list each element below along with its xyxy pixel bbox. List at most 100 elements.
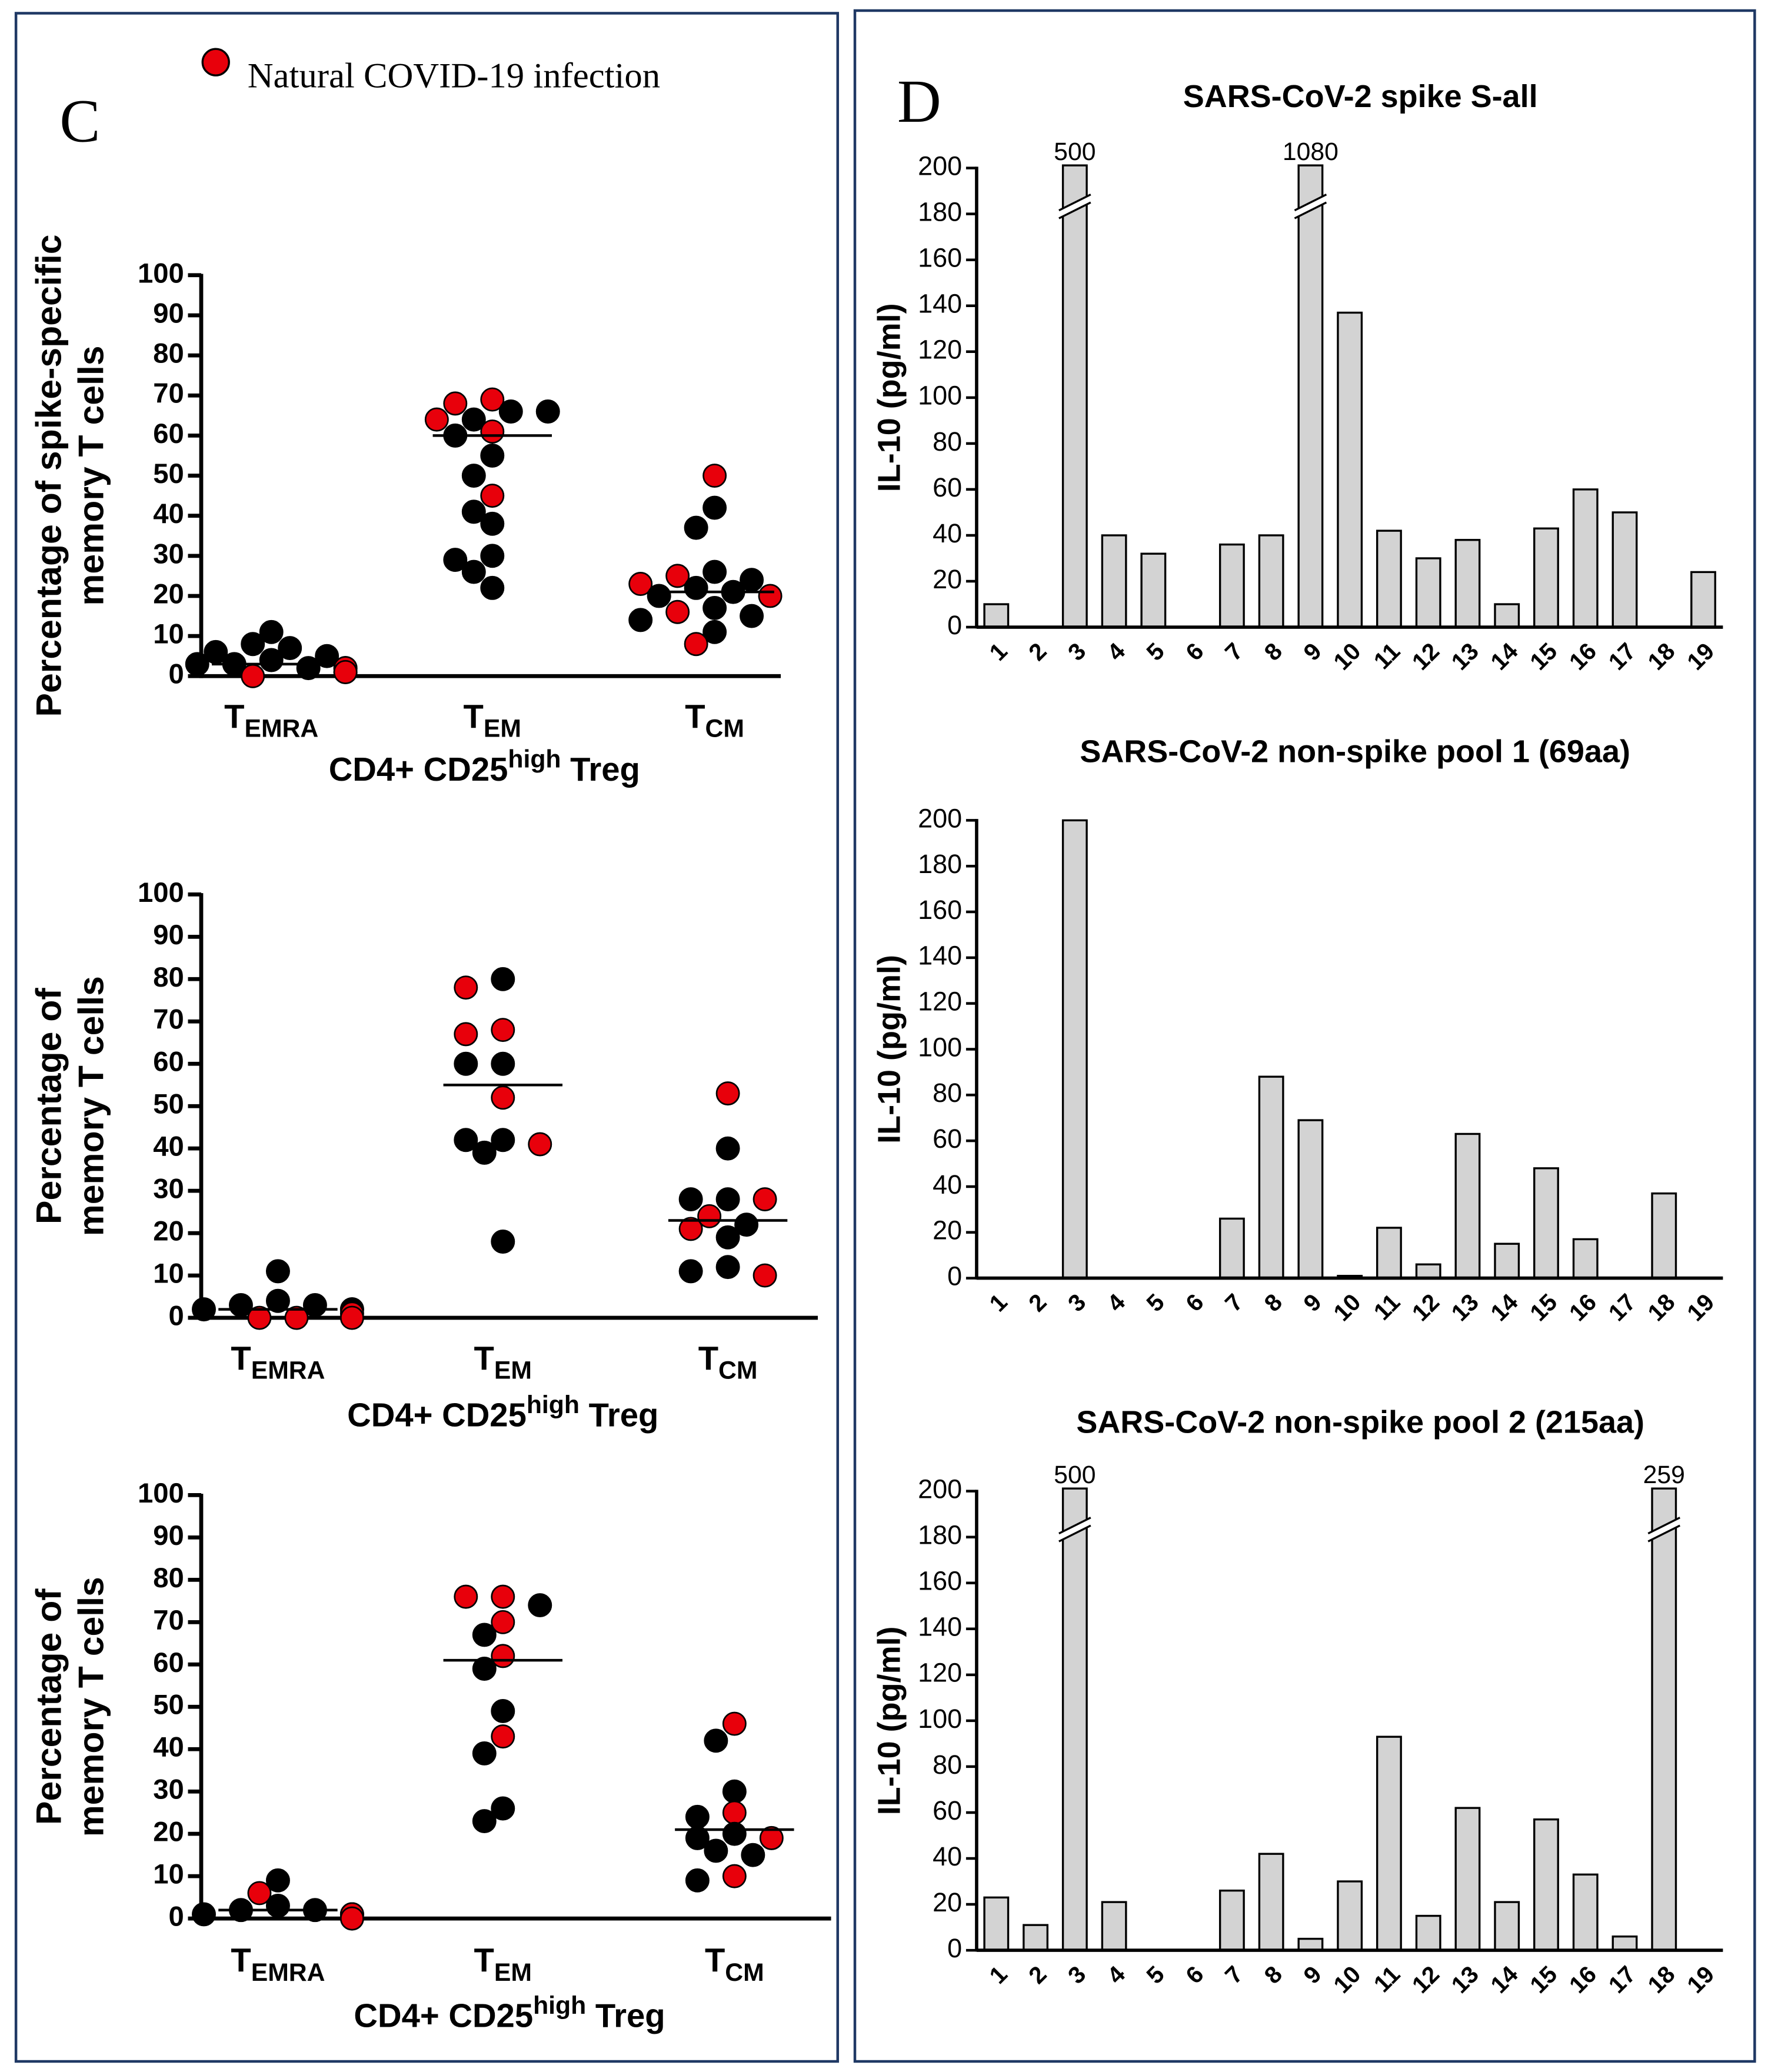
axis-break-line <box>1058 1517 1091 1535</box>
axis-break-line <box>1058 1524 1091 1543</box>
data-point <box>722 1711 747 1736</box>
data-point <box>454 1051 478 1076</box>
data-point <box>665 599 690 624</box>
data-point <box>702 595 727 620</box>
y-tick-label: 100 <box>918 381 962 411</box>
x-tick-label: 8 <box>1259 1960 1287 1988</box>
x-tick-label: TCM <box>698 1340 758 1385</box>
value-label: 1080 <box>1283 138 1339 166</box>
data-point <box>741 1843 765 1867</box>
y-tick-label: 80 <box>933 427 962 457</box>
y-axis-label: IL-10 (pg/ml) <box>871 955 907 1144</box>
data-point <box>715 1187 740 1211</box>
x-tick-label: 18 <box>1642 637 1680 675</box>
data-point <box>443 548 468 572</box>
y-tick-label: 60 <box>933 1795 962 1826</box>
data-point <box>461 499 486 524</box>
x-tick-label: 5 <box>1141 637 1169 665</box>
y-axis-label: Percentage of memory T cells <box>29 976 111 1236</box>
data-point <box>480 443 505 468</box>
bar <box>1651 1487 1677 1951</box>
data-point <box>758 584 783 608</box>
data-point <box>424 407 449 432</box>
data-point <box>704 1728 728 1753</box>
data-point <box>472 1623 497 1647</box>
y-tick-label: 200 <box>918 1474 962 1504</box>
category-sub: CM <box>725 1958 764 1987</box>
data-point <box>491 1584 515 1609</box>
legend-label: Natural COVID-19 infection <box>248 56 660 95</box>
y-tick-label: 40 <box>933 1170 962 1200</box>
y-axis-label-line: Percentage of <box>29 988 69 1224</box>
category-base: T <box>231 1941 251 1978</box>
x-tick-label: 10 <box>1328 1960 1366 1998</box>
data-point <box>454 1022 478 1047</box>
y-tick-label: 80 <box>933 1078 962 1108</box>
y-tick-label: 60 <box>153 1047 184 1078</box>
x-tick-label: 2 <box>1023 637 1051 665</box>
x-tick-label: 9 <box>1298 1288 1326 1317</box>
category-base: T <box>474 1941 494 1978</box>
data-point <box>491 1724 515 1749</box>
y-tick-label: 180 <box>918 1520 962 1550</box>
x-tick-label: 3 <box>1063 1288 1091 1317</box>
y-tick-label: 80 <box>153 962 184 993</box>
y-tick-label: 0 <box>947 1261 962 1291</box>
data-point <box>678 1217 703 1241</box>
x-tick-label: TEMRA <box>231 1941 325 1987</box>
y-tick-label: 10 <box>153 619 184 650</box>
bar <box>1258 1075 1284 1280</box>
bar <box>1218 543 1245 628</box>
y-axis-label: IL-10 (pg/ml) <box>871 1626 907 1815</box>
data-point <box>333 659 358 684</box>
x-tick-label: 10 <box>1328 1288 1366 1326</box>
y-tick-label: 70 <box>153 1004 184 1035</box>
x-tick-label: 2 <box>1023 1960 1051 1988</box>
x-tick-label: TCM <box>685 698 744 743</box>
y-tick-label: 20 <box>933 564 962 594</box>
x-tick-label: 18 <box>1642 1288 1680 1326</box>
x-tick-label: 14 <box>1485 1288 1523 1327</box>
x-label-post: Treg <box>580 1396 658 1433</box>
x-tick-label: 14 <box>1485 637 1523 675</box>
x-tick-label: 4 <box>1102 1960 1131 1989</box>
bar <box>1297 1937 1324 1951</box>
y-tick-label: 180 <box>918 849 962 879</box>
data-point <box>715 1136 740 1161</box>
x-tick-label: 5 <box>1141 1960 1169 1988</box>
x-tick-label: 7 <box>1220 637 1248 665</box>
x-tick-label: 4 <box>1102 637 1131 666</box>
category-sub: EM <box>484 715 521 743</box>
data-point <box>454 1128 478 1152</box>
data-point <box>443 391 468 416</box>
x-tick-label: TEMRA <box>231 1340 325 1385</box>
bar <box>1376 1735 1402 1951</box>
y-tick-label: 120 <box>918 1658 962 1688</box>
category-sub: EM <box>494 1357 532 1385</box>
category-base: T <box>705 1941 725 1978</box>
data-point <box>704 1838 728 1863</box>
bar <box>1061 164 1088 628</box>
bar <box>1297 1119 1324 1280</box>
bar <box>1533 1818 1559 1951</box>
y-tick-label: 10 <box>153 1258 184 1290</box>
axis-break-line <box>1058 194 1091 212</box>
bar <box>1061 1487 1088 1951</box>
data-point <box>454 1584 478 1609</box>
legend-marker <box>201 48 230 76</box>
data-point <box>715 1255 740 1280</box>
data-point <box>753 1187 777 1211</box>
panel-label: C <box>59 88 100 155</box>
category-base: T <box>231 1340 251 1377</box>
data-point <box>259 619 284 644</box>
data-point <box>759 1826 784 1850</box>
x-tick-label: TEM <box>474 1941 532 1987</box>
bar <box>1140 552 1167 628</box>
y-tick-label: 160 <box>918 243 962 273</box>
data-point <box>678 1187 703 1211</box>
bar <box>1258 1853 1284 1951</box>
data-point <box>241 664 265 688</box>
x-tick-label: 16 <box>1564 1288 1601 1326</box>
y-axis-label: IL-10 (pg/ml) <box>871 303 907 492</box>
data-point <box>491 1796 515 1821</box>
